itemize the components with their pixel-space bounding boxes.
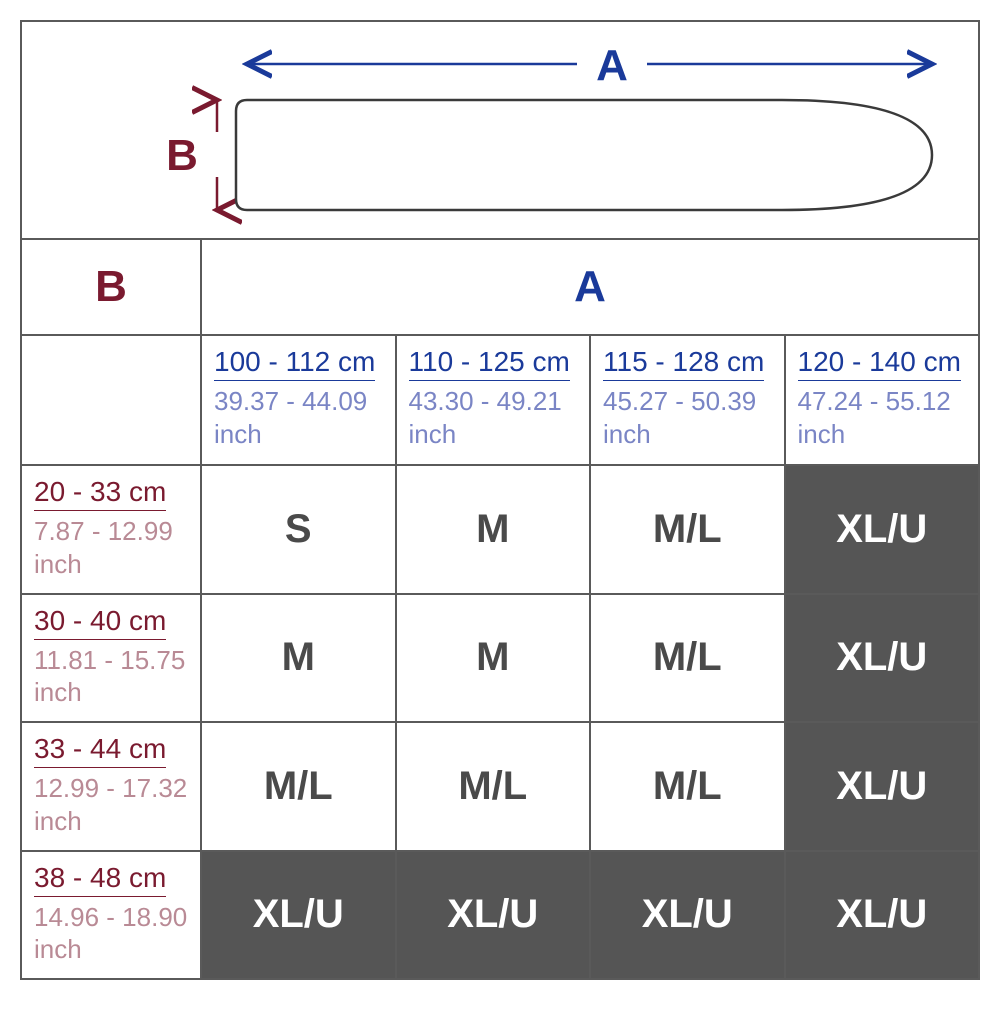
row-inch: 14.96 - 18.90 inch [34,901,192,966]
table-row: 20 - 33 cm 7.87 - 12.99 inchSMM/LXL/U [22,466,978,595]
size-cell: M/L [591,595,786,722]
size-cell: XL/U [202,852,397,979]
row-inch: 11.81 - 15.75 inch [34,644,192,709]
col-inch: 47.24 - 55.12 inch [798,385,971,450]
size-cell: M/L [202,723,397,850]
col-range-3: 120 - 140 cm 47.24 - 55.12 inch [786,336,979,464]
diagram-panel: A B [22,22,978,240]
row-cm: 38 - 48 cm [34,862,166,897]
col-range-2: 115 - 128 cm 45.27 - 50.39 inch [591,336,786,464]
row-cm: 20 - 33 cm [34,476,166,511]
size-cell: S [202,466,397,593]
col-cm: 100 - 112 cm [214,346,375,381]
row-header: 30 - 40 cm 11.81 - 15.75 inch [22,595,202,722]
size-cell: M/L [591,723,786,850]
row-cm: 33 - 44 cm [34,733,166,768]
board-shape-icon [236,100,932,210]
col-cm: 115 - 128 cm [603,346,764,381]
col-inch: 39.37 - 44.09 inch [214,385,387,450]
table-row: 30 - 40 cm11.81 - 15.75 inchMMM/LXL/U [22,595,978,724]
size-chart: A B B A 100 - 112 cm 39.37 - 44.09 inch … [20,20,980,980]
size-cell: XL/U [786,852,979,979]
row-header: 20 - 33 cm 7.87 - 12.99 inch [22,466,202,593]
table-row: 33 - 44 cm12.99 - 17.32 inchM/LM/LM/LXL/… [22,723,978,852]
row-header: 38 - 48 cm 14.96 - 18.90 inch [22,852,202,979]
size-cell: M [397,595,592,722]
size-cell: M/L [397,723,592,850]
size-cell: XL/U [786,466,979,593]
column-range-row: 100 - 112 cm 39.37 - 44.09 inch 110 - 12… [22,336,978,466]
col-inch: 45.27 - 50.39 inch [603,385,776,450]
col-cm: 120 - 140 cm [798,346,961,381]
col-range-1: 110 - 125 cm 43.30 - 49.21 inch [397,336,592,464]
diagram-label-a: A [596,41,628,90]
axis-a-header: A [202,240,978,334]
size-cell: XL/U [786,723,979,850]
row-cm: 30 - 40 cm [34,605,166,640]
col-cm: 110 - 125 cm [409,346,570,381]
col-inch: 43.30 - 49.21 inch [409,385,582,450]
axis-header-row: B A [22,240,978,336]
diagram-label-b: B [166,131,198,180]
row-header: 33 - 44 cm 12.99 - 17.32 inch [22,723,202,850]
size-cell: XL/U [591,852,786,979]
row-inch: 12.99 - 17.32 inch [34,772,192,837]
axis-b-header: B [22,240,202,334]
size-cell: M/L [591,466,786,593]
table-row: 38 - 48 cm14.96 - 18.90 inchXL/UXL/UXL/U… [22,852,978,979]
row-inch: 7.87 - 12.99 inch [34,515,192,580]
size-cell: XL/U [786,595,979,722]
size-cell: XL/U [397,852,592,979]
blank-corner [22,336,202,464]
rows-container: 20 - 33 cm7.87 - 12.99 inchSMM/LXL/U30 -… [22,466,978,978]
size-cell: M [397,466,592,593]
size-cell: M [202,595,397,722]
board-diagram: A B [22,22,978,238]
col-range-0: 100 - 112 cm 39.37 - 44.09 inch [202,336,397,464]
